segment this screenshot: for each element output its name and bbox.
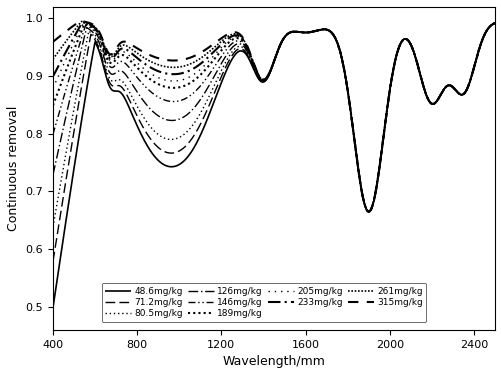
Y-axis label: Continuous removal: Continuous removal: [7, 106, 20, 231]
X-axis label: Wavelength/mm: Wavelength/mm: [222, 355, 325, 368]
Legend: 48.6mg/kg, 71.2mg/kg, 80.5mg/kg, 126mg/kg, 146mg/kg, 189mg/kg, 205mg/kg, 233mg/k: 48.6mg/kg, 71.2mg/kg, 80.5mg/kg, 126mg/k…: [102, 283, 426, 322]
